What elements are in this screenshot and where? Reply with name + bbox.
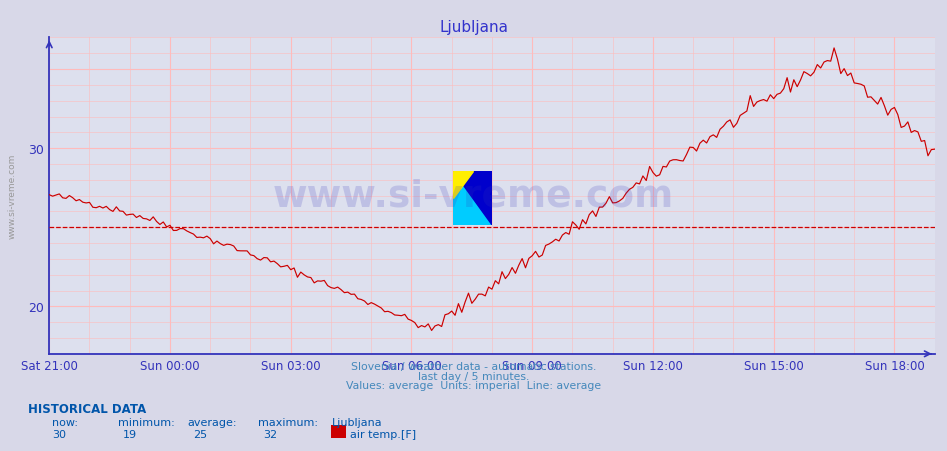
Text: Ljubljana: Ljubljana [331,417,382,427]
Polygon shape [453,171,473,198]
Text: HISTORICAL DATA: HISTORICAL DATA [28,402,147,415]
Polygon shape [473,171,492,198]
Text: 19: 19 [123,429,137,439]
Text: minimum:: minimum: [118,417,175,427]
Text: Ljubljana: Ljubljana [439,20,508,35]
Polygon shape [453,171,473,198]
Text: air temp.[F]: air temp.[F] [350,429,417,439]
Polygon shape [453,198,473,226]
Text: 25: 25 [193,429,207,439]
Polygon shape [453,171,492,226]
Text: 32: 32 [263,429,277,439]
Text: 30: 30 [52,429,66,439]
Text: www.si-vreme.com: www.si-vreme.com [273,178,674,214]
Text: now:: now: [52,417,78,427]
Text: average:: average: [188,417,237,427]
Text: www.si-vreme.com: www.si-vreme.com [8,154,16,239]
Text: last day / 5 minutes.: last day / 5 minutes. [418,371,529,381]
Text: Values: average  Units: imperial  Line: average: Values: average Units: imperial Line: av… [346,381,601,391]
Text: maximum:: maximum: [258,417,317,427]
Text: Slovenia / weather data - automatic stations.: Slovenia / weather data - automatic stat… [350,361,597,371]
Polygon shape [453,171,492,226]
Polygon shape [473,198,492,226]
